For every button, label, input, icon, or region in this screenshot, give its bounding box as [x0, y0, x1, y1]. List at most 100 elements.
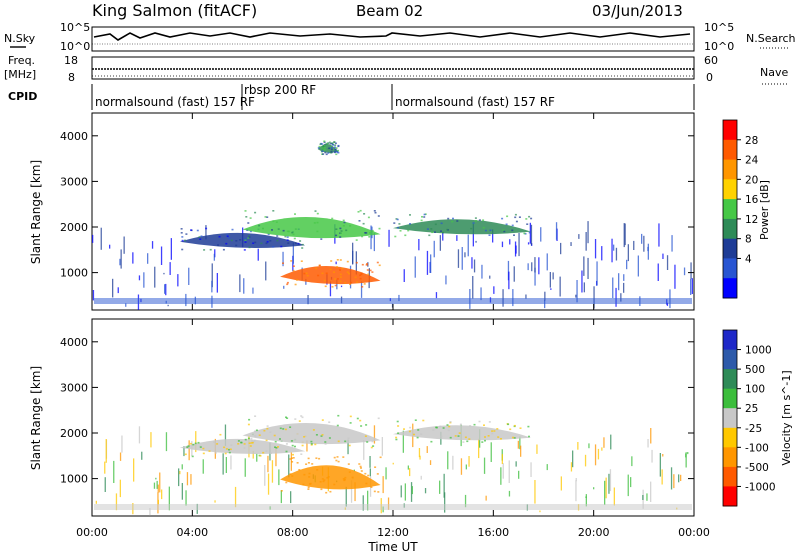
echo-speck [200, 235, 203, 237]
echo-streak [167, 304, 169, 307]
echo-streak [345, 486, 347, 507]
echo-speck [398, 223, 401, 225]
echo-speck [330, 148, 333, 151]
echo-streak [381, 437, 383, 456]
echo-speck [311, 463, 314, 465]
echo-streak [530, 462, 532, 477]
echo-speck [348, 444, 351, 447]
echo-speck [266, 241, 269, 243]
echo-speck [470, 227, 473, 230]
echo-speck [254, 415, 257, 417]
echo-speck [530, 217, 533, 220]
echo-speck [292, 269, 295, 272]
echo-streak [369, 468, 371, 477]
echo-speck [291, 461, 294, 463]
echo-speck [371, 229, 374, 232]
nave-tick-top: 60 [704, 54, 718, 67]
echo-speck [254, 430, 256, 433]
power-panel: 1000 2000 3000 4000 Slant Range [km] [29, 112, 695, 311]
echo-streak [160, 246, 163, 265]
echo-streak [578, 234, 580, 239]
echo-speck [421, 216, 423, 218]
echo-speck [514, 216, 517, 219]
echo-streak [224, 424, 227, 446]
echo-streak [147, 253, 149, 264]
echo-speck [440, 222, 443, 225]
echo-speck [280, 490, 283, 492]
echo-speck [247, 437, 250, 440]
velocity-colorbar: 1000 500 100 25 -25 -100 -500 -1000 Velocity [m… [722, 329, 793, 507]
echo-speck [497, 436, 500, 438]
echo-speck [307, 488, 310, 490]
echo-speck [332, 144, 335, 146]
echo-speck [482, 219, 485, 221]
echo-streak [468, 456, 470, 467]
echo-speck [248, 442, 251, 444]
echo-speck [272, 220, 275, 222]
x-tick-label: 12:00 [377, 526, 409, 539]
echo-speck [301, 243, 304, 246]
echo-speck [203, 249, 206, 251]
echo-speck [366, 263, 368, 265]
echo-streak [92, 290, 95, 301]
echo-speck [197, 441, 200, 444]
echo-speck [359, 465, 362, 468]
echo-streak [478, 438, 480, 459]
echo-speck [279, 427, 282, 430]
echo-streak [214, 500, 216, 503]
echo-speck [420, 433, 423, 435]
echo-streak [443, 473, 445, 498]
echo-speck [230, 239, 233, 242]
y-tick-label: 2000 [60, 427, 88, 440]
velocity-ylabel: Slant Range [km] [29, 366, 43, 470]
echo-region-0 [179, 232, 306, 248]
echo-streak [426, 250, 429, 275]
echo-speck [423, 213, 426, 216]
echo-speck [505, 223, 508, 226]
echo-speck [185, 233, 188, 235]
echo-speck [324, 151, 327, 154]
echo-streak [624, 223, 626, 246]
echo-streak [489, 275, 491, 279]
echo-streak [615, 247, 618, 261]
echo-streak [623, 223, 625, 248]
echo-speck [284, 428, 287, 431]
x-tick-label: 00:00 [76, 526, 108, 539]
echo-speck [286, 281, 289, 284]
echo-speck [253, 439, 256, 442]
echo-streak [570, 462, 573, 472]
echo-speck [305, 272, 308, 275]
echo-speck [395, 218, 398, 220]
echo-streak [550, 288, 552, 290]
echo-streak [593, 286, 595, 309]
echo-streak [388, 229, 390, 247]
echo-speck [315, 457, 318, 459]
echo-speck [439, 425, 442, 428]
x-tick-label: 08:00 [277, 526, 309, 539]
echo-speck [478, 219, 481, 221]
echo-speck [244, 238, 247, 240]
echo-speck [442, 231, 444, 234]
beam-title: Beam 02 [356, 2, 423, 20]
echo-speck [440, 230, 442, 232]
echo-streak [283, 285, 285, 289]
echo-speck [294, 213, 296, 215]
echo-streak [534, 267, 536, 286]
echo-streak [584, 454, 587, 467]
echo-streak [154, 266, 156, 288]
colorbar-tick-label: 12 [745, 214, 758, 226]
echo-speck [337, 145, 340, 148]
echo-speck [209, 248, 212, 251]
echo-streak [457, 249, 460, 268]
colorbar-swatch [723, 278, 737, 299]
echo-speck [469, 425, 472, 427]
echo-streak [159, 472, 161, 493]
echo-speck [487, 435, 490, 437]
echo-speck [337, 151, 340, 154]
echo-speck [341, 267, 344, 270]
echo-speck [198, 236, 201, 238]
echo-speck [307, 486, 310, 489]
echo-streak [690, 279, 692, 295]
echo-speck [262, 451, 265, 454]
